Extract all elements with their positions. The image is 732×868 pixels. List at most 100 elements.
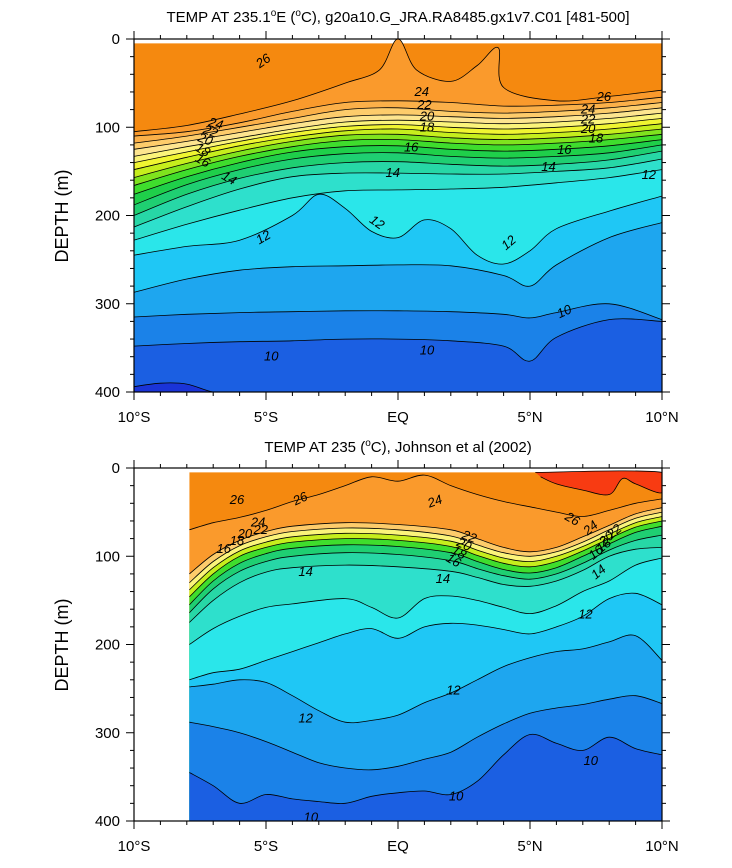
contour-label: 12: [642, 167, 657, 182]
contour-label: 10: [583, 753, 598, 768]
contour-label: 14: [298, 564, 312, 579]
contour-label: 10: [449, 788, 464, 803]
contour-label: 18: [589, 131, 604, 146]
contour-label: 20: [454, 534, 475, 554]
contour-line: [189, 511, 662, 584]
contour-plot: 2624222018161412121026242220181614121014…: [95, 31, 679, 426]
x-tick-label: 10°S: [118, 838, 151, 855]
x-tick-label: 10°S: [118, 409, 151, 426]
contour-line: [189, 474, 662, 531]
x-tick-label: EQ: [387, 838, 409, 855]
contour-line: [189, 733, 662, 804]
contour-label: 18: [420, 119, 435, 134]
contour-line: [134, 107, 662, 150]
contour-label: 12: [578, 606, 593, 621]
contour-label: 24: [424, 492, 444, 511]
y-tick-label: 200: [95, 208, 120, 225]
y-axis-label: DEPTH (m): [52, 599, 72, 692]
contour-label: 14: [541, 159, 555, 174]
panel-observations: TEMP AT 235 (oC), Johnson et al (2002) D…: [52, 438, 679, 855]
contour-line: [189, 525, 662, 606]
contour-label: 22: [459, 527, 479, 547]
contour-label: 22: [252, 522, 268, 537]
contour-label: 24: [414, 84, 429, 99]
contour-label: 24: [580, 102, 595, 117]
y-tick-label: 400: [95, 384, 120, 401]
contour-line: [134, 382, 662, 392]
contour-label: 20: [419, 109, 435, 124]
contour-label: 10: [554, 301, 574, 321]
y-tick-label: 300: [95, 725, 120, 742]
contour-fill-band: [189, 734, 662, 821]
contour-line: [189, 695, 662, 771]
contour-label: 10: [304, 809, 319, 824]
contour-line: [134, 39, 662, 133]
contour-line: [134, 303, 662, 320]
contour-label: 16: [557, 142, 572, 157]
contour-label: 10: [264, 349, 279, 364]
contour-label: 20: [195, 129, 215, 149]
panel-title: TEMP AT 235.1oE (oC), g20a10.G_JRA.RA848…: [166, 8, 629, 26]
contour-labels: 2624222018161412121026242220181614121014…: [193, 50, 657, 364]
x-tick-label: 5°S: [254, 838, 278, 855]
contour-line: [134, 128, 662, 178]
contour-label: 16: [217, 541, 232, 556]
x-tick-label: 10°N: [645, 838, 679, 855]
contour-fills: [134, 39, 662, 392]
contour-label: 26: [596, 89, 612, 104]
contour-fills: [134, 468, 662, 821]
contour-label: 26: [229, 492, 245, 507]
y-tick-label: 200: [95, 637, 120, 654]
x-tick-label: 5°N: [517, 838, 542, 855]
contour-line: [134, 133, 662, 186]
contour-line: [134, 123, 662, 170]
contour-line: [134, 112, 662, 157]
contour-fill-band: [134, 382, 662, 392]
contour-line: [134, 318, 662, 362]
contour-line: [189, 547, 662, 623]
y-tick-label: 100: [95, 119, 120, 136]
contour-label: 24: [206, 114, 225, 132]
y-axis-label: DEPTH (m): [52, 170, 72, 263]
contour-line: [134, 102, 662, 144]
contour-label: 26: [289, 488, 310, 508]
contour-label: 22: [580, 111, 596, 126]
contour-line: [134, 144, 662, 206]
contour-label: 26: [562, 508, 584, 529]
x-tick-label: 5°N: [517, 409, 542, 426]
contour-line: [189, 557, 662, 645]
y-tick-label: 400: [95, 813, 120, 830]
contour-label: 14: [436, 571, 450, 586]
x-tick-label: 10°N: [645, 409, 679, 426]
contour-line: [189, 520, 662, 598]
y-tick-label: 100: [95, 548, 120, 565]
contour-label: 20: [580, 121, 596, 136]
y-tick-label: 0: [112, 460, 120, 477]
contour-line: [189, 534, 662, 613]
contour-line: [535, 470, 662, 496]
contour-line: [189, 516, 662, 591]
contour-line: [134, 96, 662, 137]
contour-label: 14: [219, 168, 239, 188]
contour-line: [134, 118, 662, 163]
contour-label: 12: [298, 711, 313, 726]
x-tick-label: EQ: [387, 409, 409, 426]
contour-label: 14: [385, 165, 399, 180]
contour-line: [134, 169, 662, 241]
contour-line: [134, 193, 662, 265]
y-tick-label: 300: [95, 296, 120, 313]
contour-line: [134, 158, 662, 228]
x-tick-label: 5°S: [254, 409, 278, 426]
panel-model: TEMP AT 235.1oE (oC), g20a10.G_JRA.RA848…: [52, 8, 679, 426]
contour-label: 16: [404, 140, 419, 155]
contour-label: 22: [200, 121, 220, 141]
contour-label: 22: [416, 97, 432, 112]
contour-fill-band: [535, 470, 662, 495]
panel-title: TEMP AT 235 (oC), Johnson et al (2002): [264, 438, 531, 456]
contour-line: [189, 592, 662, 681]
contour-line: [134, 150, 662, 216]
contour-fill-band: [134, 318, 662, 392]
contour-line: [134, 139, 662, 195]
